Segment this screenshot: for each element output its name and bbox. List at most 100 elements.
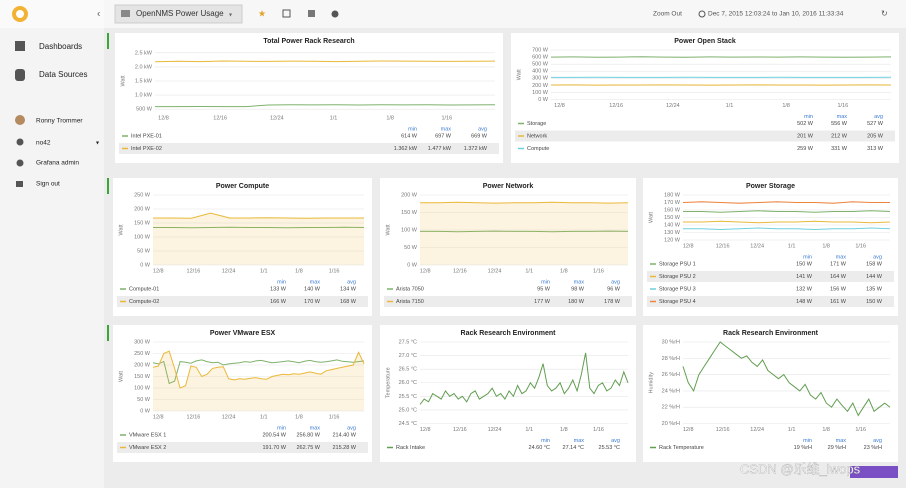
panel — [115, 33, 503, 163]
legend-row-bg — [384, 296, 632, 307]
legend-value: 697 W — [435, 133, 452, 139]
legend-value: 614 W — [401, 133, 418, 139]
legend-value: 262.75 W — [296, 445, 320, 451]
y-tick-label: 0 W — [538, 97, 549, 103]
y-tick-label: 200 W — [134, 362, 151, 368]
refresh-button[interactable]: ↻ — [881, 9, 888, 18]
grafana-admin[interactable]: Grafana admin — [36, 160, 79, 167]
legend-value: 140 W — [304, 286, 321, 292]
legend-value: 556 W — [831, 121, 848, 127]
legend-value: 171 W — [830, 261, 847, 267]
legend-value: 133 W — [270, 286, 287, 292]
admin-icon — [16, 159, 24, 167]
legend-value: 214.40 W — [332, 432, 356, 438]
y-tick-label: 600 W — [532, 55, 549, 61]
legend-header: max — [836, 438, 847, 444]
legend-row-bg — [117, 442, 368, 453]
legend-value: 25.53 °C — [599, 445, 620, 451]
settings-button[interactable] — [331, 10, 339, 18]
series-line — [683, 227, 891, 231]
legend-value: 259 W — [797, 146, 814, 152]
signout-icon — [16, 181, 23, 187]
legend-header: min — [541, 438, 550, 444]
x-tick-label: 1/8 — [386, 115, 394, 121]
legend-value: 98 W — [571, 286, 585, 292]
legend-header: avg — [347, 425, 356, 431]
x-tick-label: 1/16 — [855, 427, 866, 433]
legend-value: 669 W — [471, 133, 488, 139]
y-tick-label: 100 W — [134, 385, 151, 391]
x-tick-label: 1/16 — [329, 268, 340, 274]
time-range[interactable]: Dec 7, 2015 12:03:24 to Jan 10, 2016 11:… — [708, 11, 844, 18]
legend-value: 256.80 W — [296, 432, 320, 438]
panel — [113, 178, 372, 316]
legend-header: avg — [611, 279, 620, 285]
legend-name: Storage PSU 4 — [659, 299, 696, 305]
nav-dashboards[interactable]: Dashboards — [39, 42, 82, 51]
y-tick-label: 26 %rH — [662, 372, 680, 378]
dashboard-title: OpenNMS Power Usage — [136, 9, 224, 18]
legend-value: 1.477 kW — [428, 146, 452, 152]
series-area — [153, 351, 364, 411]
y-tick-label: 2.0 kW — [135, 64, 153, 70]
nav-data-sources[interactable]: Data Sources — [39, 70, 87, 79]
save-button[interactable] — [308, 10, 315, 17]
y-tick-label: 27.5 °C — [399, 339, 417, 345]
picker-caret: ▾ — [229, 13, 232, 19]
watermark-badge — [850, 466, 898, 478]
sign-out[interactable]: Sign out — [36, 181, 60, 188]
legend-row-bg — [647, 296, 894, 307]
legend-value: 156 W — [830, 286, 847, 292]
legend-value: 527 W — [867, 121, 884, 127]
legend-value: 141 W — [796, 274, 813, 280]
y-tick-label: 30 %rH — [662, 339, 680, 345]
x-tick-label: 12/24 — [750, 427, 764, 433]
star-button[interactable]: ★ — [258, 8, 266, 18]
y-tick-label: 170 W — [664, 200, 681, 206]
org-name[interactable]: no42 — [36, 140, 51, 147]
legend-value: 161 W — [830, 299, 847, 305]
legend-value: 29 %rH — [828, 445, 846, 451]
y-tick-label: 0 W — [407, 262, 418, 268]
y-tick-label: 250 W — [134, 351, 151, 357]
y-axis-label: Watt — [516, 69, 522, 81]
x-tick-label: 12/8 — [158, 115, 169, 121]
legend-header: max — [310, 279, 321, 285]
x-tick-label: 12/8 — [420, 427, 431, 433]
legend-value: 215.28 W — [332, 445, 356, 451]
series-line — [153, 212, 364, 219]
legend-value: 132 W — [796, 286, 813, 292]
x-tick-label: 1/1 — [260, 268, 268, 274]
user-name[interactable]: Ronny Trommer — [36, 118, 83, 125]
legend-value: 201 W — [797, 133, 814, 139]
zoom-out[interactable]: Zoom Out — [653, 11, 682, 18]
legend-value: 1.362 kW — [394, 146, 418, 152]
series-line — [420, 201, 629, 204]
y-tick-label: 150 W — [401, 210, 418, 216]
logo-inner — [16, 10, 24, 18]
x-tick-label: 1/16 — [855, 243, 866, 249]
y-tick-label: 160 W — [664, 207, 681, 213]
legend-header: avg — [874, 114, 883, 120]
legend-header: min — [541, 279, 550, 285]
panel-title: Rack Research Environment — [723, 330, 819, 337]
panel-title: Power Compute — [216, 183, 269, 190]
y-tick-label: 180 W — [664, 192, 681, 198]
dashboard-picker[interactable] — [114, 4, 243, 24]
y-axis-label: Watt — [118, 224, 124, 236]
y-tick-label: 100 W — [401, 227, 418, 233]
share-button[interactable] — [282, 9, 291, 18]
row-marker — [107, 33, 109, 49]
legend-row-bg — [647, 271, 894, 282]
y-tick-label: 0 W — [140, 262, 151, 268]
legend-header: max — [441, 126, 452, 132]
legend-header: min — [804, 114, 813, 120]
collapse-button[interactable]: ‹ — [97, 9, 100, 20]
y-axis-label: Watt — [648, 211, 654, 223]
sidebar — [0, 0, 104, 488]
y-axis-label: Watt — [118, 370, 124, 382]
x-tick-label: 12/16 — [716, 243, 730, 249]
legend-value: 212 W — [831, 133, 848, 139]
legend-value: 135 W — [866, 286, 883, 292]
legend-value: 170 W — [304, 299, 321, 305]
